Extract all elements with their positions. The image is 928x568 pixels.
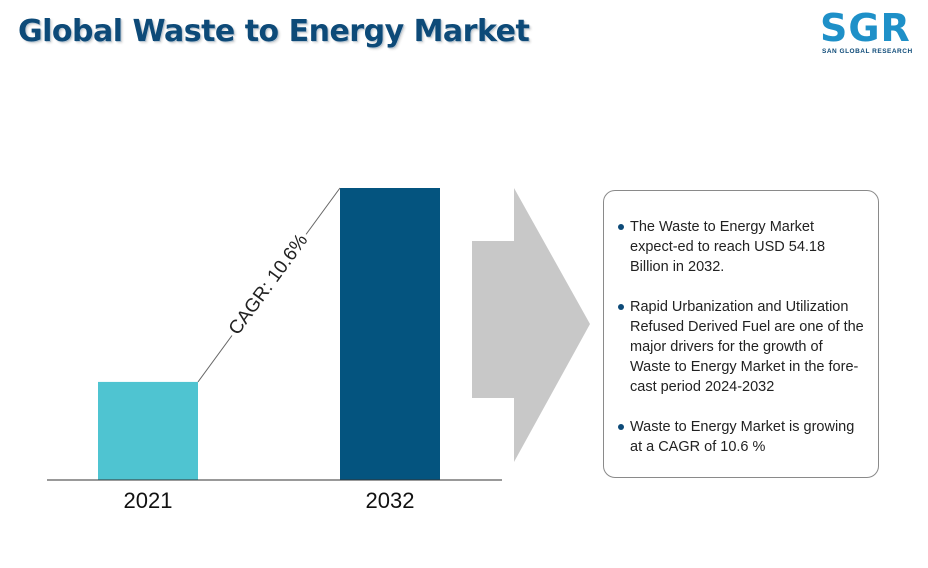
cagr-annotation: CAGR: 10.6%: [225, 230, 313, 339]
bar-2032: [340, 188, 440, 480]
bars-group: [98, 188, 440, 480]
category-label-2032: 2032: [366, 488, 415, 513]
cagr-label-background: [222, 227, 315, 343]
sgr-logo: SGR SAN GLOBAL RESEARCH: [818, 8, 922, 58]
page-title: Global Waste to Energy Market: [18, 14, 530, 49]
info-bullet-text: Rapid Urbanization and Utilization Refus…: [630, 299, 864, 395]
info-bullet: The Waste to Energy Market expect-ed to …: [618, 217, 864, 277]
logo-subtitle: SAN GLOBAL RESEARCH: [822, 48, 913, 55]
info-bullet-text: The Waste to Energy Market expect-ed to …: [630, 219, 826, 275]
logo-mark: SGR: [820, 6, 911, 50]
category-labels: 2021 2032: [124, 488, 415, 513]
info-bullet-list: The Waste to Energy Market expect-ed to …: [618, 217, 864, 457]
info-box: The Waste to Energy Market expect-ed to …: [603, 190, 879, 478]
info-bullet-text: Waste to Energy Market is growing at a C…: [630, 419, 855, 455]
bullet-dot-icon: [618, 224, 624, 230]
bar-2021: [98, 381, 198, 480]
info-bullet: Waste to Energy Market is growing at a C…: [618, 417, 864, 457]
bullet-dot-icon: [618, 424, 624, 430]
category-label-2021: 2021: [124, 488, 173, 513]
info-bullet: Rapid Urbanization and Utilization Refus…: [618, 297, 864, 397]
arrow-shape: [472, 188, 590, 462]
bullet-dot-icon: [618, 304, 624, 310]
